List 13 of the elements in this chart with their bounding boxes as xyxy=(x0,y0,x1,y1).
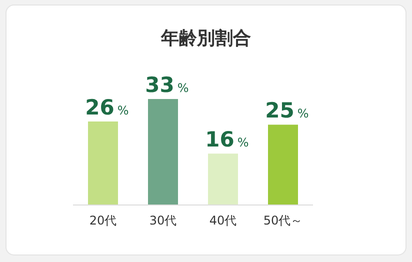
x-tick-label: 20代 xyxy=(89,214,117,228)
bar xyxy=(88,121,118,205)
data-label: 25% xyxy=(265,98,309,123)
chart-title: 年齢別割合 xyxy=(160,28,251,49)
x-tick-label: 30代 xyxy=(149,214,177,228)
x-tick-label: 50代～ xyxy=(263,214,303,228)
data-label: 16% xyxy=(205,128,249,152)
bar xyxy=(148,99,178,205)
data-label: 26% xyxy=(85,95,129,120)
bar xyxy=(208,154,238,205)
bar xyxy=(268,124,298,205)
x-tick-label: 40代 xyxy=(209,214,237,228)
data-label: 33% xyxy=(145,73,189,97)
